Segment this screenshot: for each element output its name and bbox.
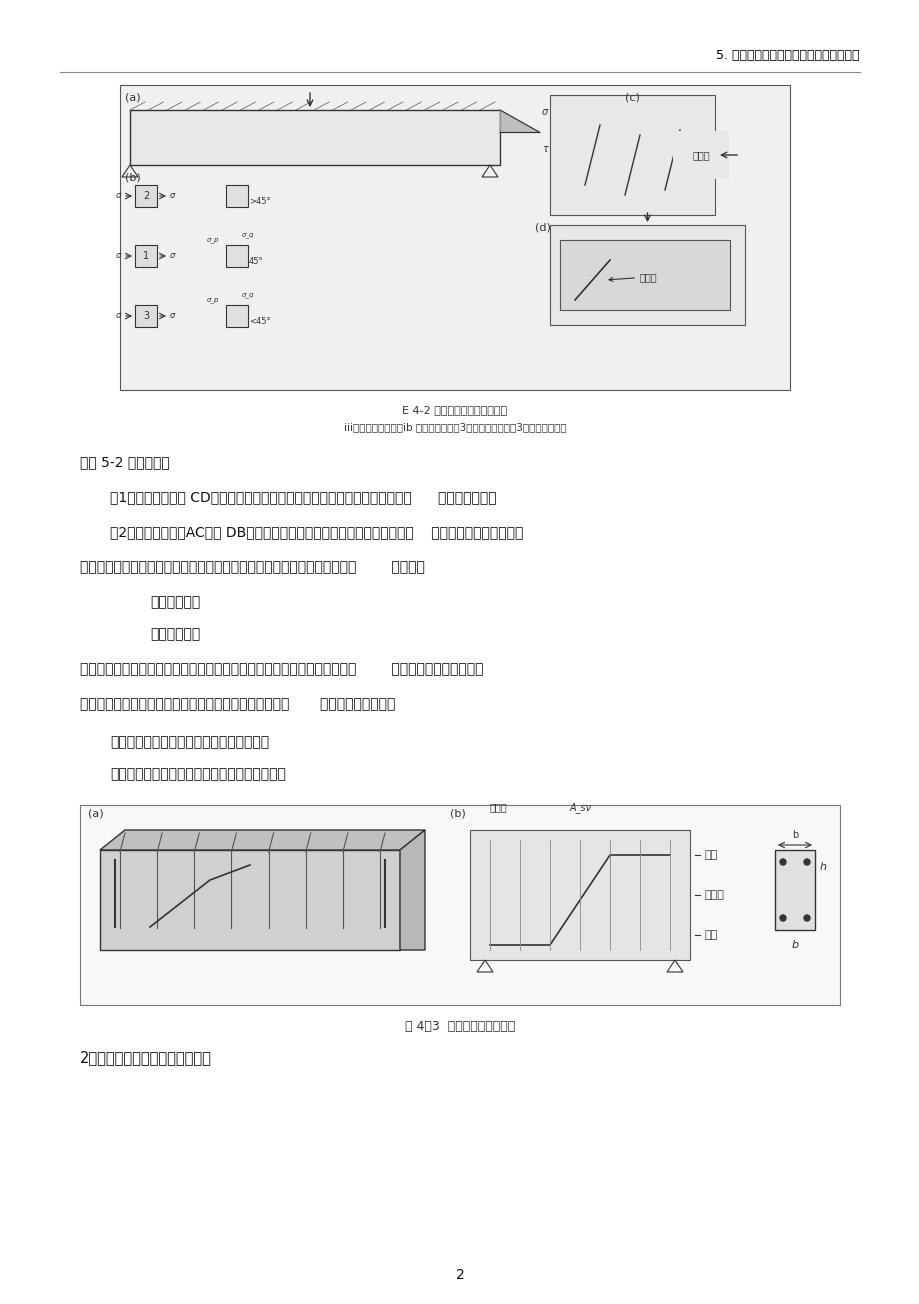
FancyBboxPatch shape xyxy=(135,185,157,207)
Text: A_sv: A_sv xyxy=(570,802,592,812)
Polygon shape xyxy=(100,831,425,850)
FancyBboxPatch shape xyxy=(135,305,157,327)
FancyBboxPatch shape xyxy=(550,95,714,215)
Text: (a): (a) xyxy=(88,808,104,819)
Text: 纵筋: 纵筋 xyxy=(704,930,718,940)
FancyBboxPatch shape xyxy=(135,245,157,267)
Text: σ: σ xyxy=(170,252,175,261)
Text: 发生斜截面破坏，斜裂缝的出现和发展，使梁内应力的分布和数值发生变化        （应力重分布），最终导: 发生斜截面破坏，斜裂缝的出现和发展，使梁内应力的分布和数值发生变化 （应力重分布… xyxy=(80,662,483,675)
Text: 无腹筋梁：无箍筋和弯筋，但有纵向钢筋的梁；: 无腹筋梁：无箍筋和弯筋，但有纵向钢筋的梁； xyxy=(110,767,286,781)
Polygon shape xyxy=(225,305,248,327)
Text: σ: σ xyxy=(170,312,175,321)
Circle shape xyxy=(803,859,809,865)
Text: 2、无腹筋梁的受力及破坏分析。: 2、无腹筋梁的受力及破坏分析。 xyxy=(80,1050,211,1065)
Text: b: b xyxy=(791,831,798,840)
FancyBboxPatch shape xyxy=(774,850,814,930)
Text: iii）主应力迹骨；（ib 申元壮应力：；3）弯剪型斜骨数；3》脱的期斜裂缝: iii）主应力迹骨；（ib 申元壮应力：；3）弯剪型斜骨数；3》脱的期斜裂缝 xyxy=(344,422,566,432)
Text: E 4-2 梁的应力状态斜裂缝形态: E 4-2 梁的应力状态斜裂缝形态 xyxy=(402,406,507,415)
Text: >45°: >45° xyxy=(249,197,270,206)
FancyBboxPatch shape xyxy=(560,240,729,310)
Text: 腹剪斜裂缝。: 腹剪斜裂缝。 xyxy=(150,627,200,642)
Text: σ: σ xyxy=(116,252,121,261)
Circle shape xyxy=(779,859,785,865)
Text: 试验表明，钢筋混凝土简支梁中，斜截面上斜裂缝的出现过程，呈现两种典        型情况。: 试验表明，钢筋混凝土简支梁中，斜截面上斜裂缝的出现过程，呈现两种典 型情况。 xyxy=(80,559,425,574)
Text: 2: 2 xyxy=(142,190,149,201)
Text: (c): (c) xyxy=(624,93,640,102)
Polygon shape xyxy=(225,185,248,207)
Text: σ_q: σ_q xyxy=(242,232,255,237)
Text: 弯起筋: 弯起筋 xyxy=(704,891,724,900)
FancyBboxPatch shape xyxy=(119,85,789,390)
Text: h: h xyxy=(819,862,826,872)
Polygon shape xyxy=(400,831,425,951)
Text: σ: σ xyxy=(116,192,121,201)
FancyBboxPatch shape xyxy=(130,110,499,166)
FancyBboxPatch shape xyxy=(100,850,400,951)
Text: σ_p: σ_p xyxy=(207,297,220,303)
FancyBboxPatch shape xyxy=(470,831,689,960)
Text: σ_q: σ_q xyxy=(242,292,255,297)
Text: (a): (a) xyxy=(125,93,141,102)
Text: 45°: 45° xyxy=(249,257,264,266)
FancyBboxPatch shape xyxy=(80,805,839,1005)
Polygon shape xyxy=(225,245,248,267)
Text: 腹剪型: 腹剪型 xyxy=(608,273,657,282)
Text: σ: σ xyxy=(170,192,175,201)
Text: 图 4－3  梁的箍筋和弯起钢筋: 图 4－3 梁的箍筋和弯起钢筋 xyxy=(404,1020,515,1033)
Circle shape xyxy=(803,915,809,921)
FancyBboxPatch shape xyxy=(550,226,744,325)
Text: 由图 5-2 可以看出：: 由图 5-2 可以看出： xyxy=(80,455,170,469)
Text: 剪终点: 剪终点 xyxy=(490,802,507,812)
Text: (d): (d) xyxy=(535,222,550,232)
Polygon shape xyxy=(499,110,539,133)
Text: （2）、在剪弯段（AC段和 DB段），截面上同时作用有正应力和剪应力，主    拉应力的方向是倾斜的。: （2）、在剪弯段（AC段和 DB段），截面上同时作用有正应力和剪应力，主 拉应力… xyxy=(110,526,523,539)
Circle shape xyxy=(779,915,785,921)
Text: 箍筋: 箍筋 xyxy=(704,850,718,861)
Text: σ: σ xyxy=(541,107,548,117)
Text: 2: 2 xyxy=(455,1267,464,1282)
Text: 5. 钢筋混凝土受弯构件斜截面承载力计算: 5. 钢筋混凝土受弯构件斜截面承载力计算 xyxy=(716,50,859,63)
Text: 1: 1 xyxy=(142,250,149,261)
Text: <45°: <45° xyxy=(249,317,270,326)
Text: 弯剪斜裂缝。: 弯剪斜裂缝。 xyxy=(150,595,200,609)
Text: τ: τ xyxy=(541,145,548,154)
Text: 有腹筋梁：有箍筋、弯筋和纵向钢筋的梁；: 有腹筋梁：有箍筋、弯筋和纵向钢筋的梁； xyxy=(110,735,269,748)
Text: （1）、在纯弯段（ CD段），最大主拉应力出现在梁截面的下边缘，主拉应力      方向是水平的。: （1）、在纯弯段（ CD段），最大主拉应力出现在梁截面的下边缘，主拉应力 方向是… xyxy=(110,490,496,505)
Text: (b): (b) xyxy=(125,172,141,183)
Text: (b): (b) xyxy=(449,808,465,819)
Text: b: b xyxy=(790,940,798,951)
Text: σ: σ xyxy=(116,312,121,321)
Text: 3: 3 xyxy=(142,310,149,321)
Text: 弯剪型: 弯剪型 xyxy=(692,150,709,160)
Text: 致在剪力较大的近支座区段内不同部位的混凝土被压碎或       拉坏而丧失承载力。: 致在剪力较大的近支座区段内不同部位的混凝土被压碎或 拉坏而丧失承载力。 xyxy=(80,698,395,711)
Text: σ_p: σ_p xyxy=(207,237,220,243)
